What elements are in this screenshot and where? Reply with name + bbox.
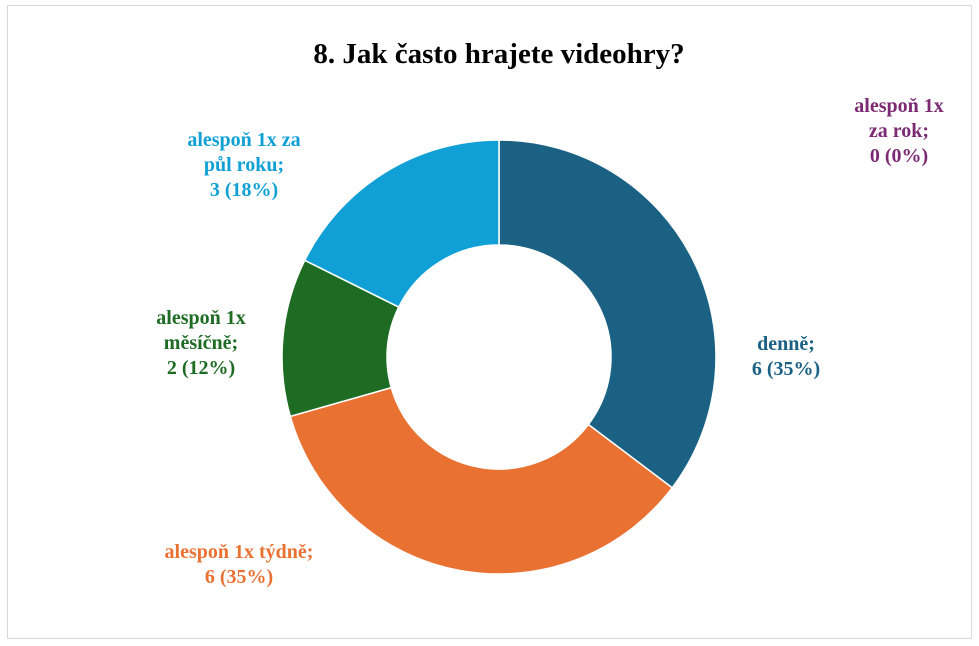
donut-slices: [281, 139, 717, 575]
slice-pul-roku: [303, 139, 500, 309]
data-labels: denně; 6 (35%) alespoň 1x týdně; 6 (35%) ale…: [156, 95, 943, 588]
data-label-denne: denně; 6 (35%): [752, 333, 820, 380]
chart-area: 8. Jak často hrajete videohry? denně; 6 (…: [7, 5, 972, 639]
slice-tydne: [289, 386, 674, 575]
data-label-pul-roku: alespoň 1x za půl roku; 3 (18%): [187, 129, 300, 201]
data-label-tydne: alespoň 1x týdně; 6 (35%): [165, 541, 314, 588]
data-label-mesicne: alespoň 1x měsíčně; 2 (12%): [156, 307, 245, 379]
chart-title: 8. Jak často hrajete videohry?: [313, 38, 684, 70]
data-label-za-rok: alespoň 1x za rok; 0 (0%): [854, 95, 943, 167]
donut-chart: 8. Jak často hrajete videohry? denně; 6 (…: [156, 38, 943, 588]
slice-denne: [498, 139, 717, 489]
